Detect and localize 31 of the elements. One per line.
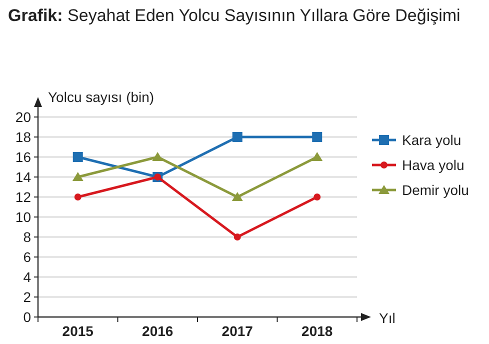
point xyxy=(312,132,322,142)
point xyxy=(312,152,323,161)
x-tick-label: 2015 xyxy=(62,323,94,339)
y-tick-label: 20 xyxy=(15,108,32,125)
y-tick-label: 14 xyxy=(15,168,32,185)
point xyxy=(234,234,241,240)
point xyxy=(72,172,84,181)
x-tick-label: 2016 xyxy=(142,323,174,339)
legend-label: Demir yolu xyxy=(402,182,469,198)
y-tick-label: 0 xyxy=(23,308,32,325)
y-tick-label: 2 xyxy=(23,288,32,305)
y-tick-label: 8 xyxy=(23,228,32,245)
y-tick-label: 16 xyxy=(15,148,32,165)
x-axis-title: Yıl xyxy=(379,310,396,326)
point xyxy=(72,152,83,162)
point xyxy=(152,152,164,161)
point xyxy=(74,194,82,200)
y-axis-title: Yolcu sayısı (bin) xyxy=(48,89,154,105)
legend-label: Kara yolu xyxy=(402,132,462,148)
point xyxy=(314,194,321,200)
point xyxy=(232,192,243,201)
y-tick-label: 10 xyxy=(15,208,32,225)
x-tick-label: 2018 xyxy=(302,323,333,339)
legend-label: Hava yolu xyxy=(402,156,464,173)
chart-title: Grafik: Seyahat Eden Yolcu Sayısının Yıllara Göre Değişimi xyxy=(8,6,460,25)
x-tick-label: 2017 xyxy=(222,323,254,339)
point xyxy=(232,132,242,142)
y-tick-label: 18 xyxy=(15,128,32,145)
y-tick-label: 12 xyxy=(15,188,32,205)
y-tick-label: 4 xyxy=(23,268,32,285)
y-tick-label: 6 xyxy=(23,248,32,265)
